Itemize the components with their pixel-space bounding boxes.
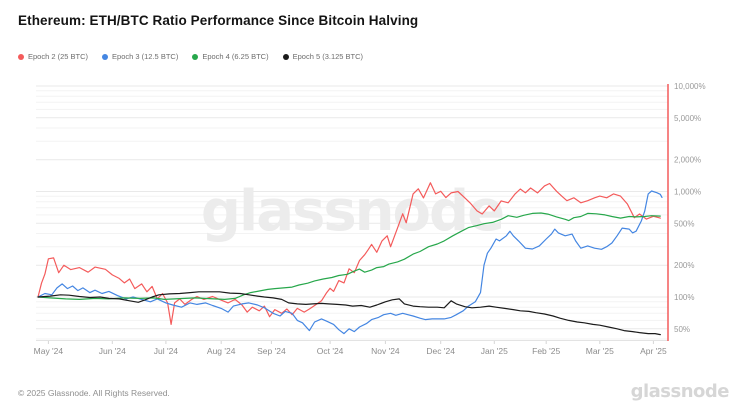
legend-label: Epoch 2 (25 BTC) xyxy=(28,52,89,61)
x-tick-label: Oct '24 xyxy=(317,346,344,356)
legend-item-epoch-2[interactable]: Epoch 2 (25 BTC) xyxy=(18,52,88,61)
x-tick-label: Nov '24 xyxy=(371,346,400,356)
glassnode-watermark: glassnode xyxy=(201,179,503,244)
y-tick-label: 50% xyxy=(674,325,690,334)
x-tick-label: Sep '24 xyxy=(257,346,286,356)
series-lines xyxy=(37,182,663,336)
legend: Epoch 2 (25 BTC) Epoch 3 (12.5 BTC) Epoc… xyxy=(18,52,363,61)
legend-label: Epoch 3 (12.5 BTC) xyxy=(112,52,179,61)
y-tick-label: 200% xyxy=(674,261,694,270)
x-tick-label: Jul '24 xyxy=(154,346,179,356)
x-tick-label: Feb '25 xyxy=(532,346,560,356)
chart-title: Ethereum: ETH/BTC Ratio Performance Sinc… xyxy=(18,13,419,28)
series-line-epoch-4-6-25-btc-[interactable] xyxy=(37,212,661,300)
legend-dot-icon xyxy=(18,53,24,60)
glassnode-logo: glassnode xyxy=(630,381,730,402)
y-tick-label: 10,000% xyxy=(674,82,706,91)
gridlines xyxy=(36,85,668,341)
legend-item-epoch-4[interactable]: Epoch 4 (6.25 BTC) xyxy=(192,52,269,61)
legend-label: Epoch 4 (6.25 BTC) xyxy=(202,52,269,61)
x-tick-label: Mar '25 xyxy=(586,346,614,356)
legend-dot-icon xyxy=(192,53,199,60)
x-tick-label: Jan '25 xyxy=(481,346,508,356)
x-tick-label: Apr '25 xyxy=(640,346,667,356)
x-tick-label: May '24 xyxy=(34,346,64,356)
y-tick-label: 2,000% xyxy=(674,156,701,165)
legend-item-epoch-5[interactable]: Epoch 5 (3.125 BTC) xyxy=(282,52,364,61)
x-tick-label: Dec '24 xyxy=(426,346,455,356)
x-tick-label: Jun '24 xyxy=(99,346,126,356)
legend-dot-icon xyxy=(102,53,109,60)
legend-label: Epoch 5 (3.125 BTC) xyxy=(292,52,364,61)
y-tick-label: 1,000% xyxy=(674,188,701,197)
x-axis-labels: May '24 Jun '24 Jul '24 Aug '24 Sep '24 Oct '… xyxy=(34,341,667,356)
legend-dot-icon xyxy=(282,53,289,60)
series-line-epoch-2-25-btc-[interactable] xyxy=(37,182,661,325)
series-line-epoch-5-3-125-btc-[interactable] xyxy=(37,291,661,336)
y-tick-label: 100% xyxy=(674,293,694,302)
x-tick-label: Aug '24 xyxy=(207,346,236,356)
y-tick-label: 5,000% xyxy=(674,114,701,123)
series-line-epoch-3-12-5-btc-[interactable] xyxy=(37,190,663,335)
y-axis-labels: 10,000% 5,000% 2,000% 1,000% 500% 200% 100% 50% xyxy=(674,82,706,334)
y-tick-label: 500% xyxy=(674,219,694,228)
legend-item-epoch-3[interactable]: Epoch 3 (12.5 BTC) xyxy=(102,52,178,61)
copyright-text: © 2025 Glassnode. All Rights Reserved. xyxy=(18,388,170,398)
